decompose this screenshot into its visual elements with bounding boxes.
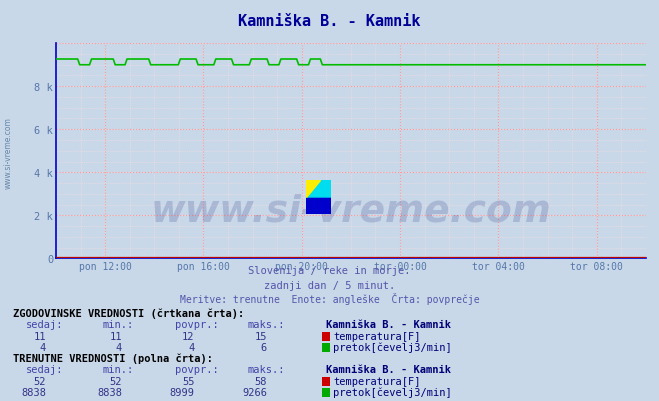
- Text: temperatura[F]: temperatura[F]: [333, 376, 421, 386]
- Text: Meritve: trenutne  Enote: angleške  Črta: povprečje: Meritve: trenutne Enote: angleške Črta: …: [180, 292, 479, 304]
- Text: 4: 4: [40, 342, 46, 352]
- Polygon shape: [306, 180, 331, 215]
- Text: 8999: 8999: [169, 387, 194, 397]
- Text: 8838: 8838: [97, 387, 122, 397]
- Text: pretok[čevelj3/min]: pretok[čevelj3/min]: [333, 387, 452, 397]
- Text: sedaj:: sedaj:: [26, 320, 64, 330]
- Text: min.:: min.:: [102, 320, 133, 330]
- Text: 15: 15: [254, 331, 267, 341]
- Text: 58: 58: [254, 376, 267, 386]
- Polygon shape: [306, 180, 331, 197]
- Text: 9266: 9266: [242, 387, 267, 397]
- Text: Kamniška B. - Kamnik: Kamniška B. - Kamnik: [326, 320, 451, 330]
- Text: 11: 11: [109, 331, 122, 341]
- Text: 8838: 8838: [21, 387, 46, 397]
- Text: zadnji dan / 5 minut.: zadnji dan / 5 minut.: [264, 280, 395, 290]
- Text: TRENUTNE VREDNOSTI (polna črta):: TRENUTNE VREDNOSTI (polna črta):: [13, 353, 213, 363]
- Text: 52: 52: [109, 376, 122, 386]
- Text: Slovenija / reke in morje.: Slovenija / reke in morje.: [248, 265, 411, 275]
- Text: povpr.:: povpr.:: [175, 365, 218, 375]
- Polygon shape: [306, 180, 320, 197]
- Text: maks.:: maks.:: [247, 320, 285, 330]
- Text: min.:: min.:: [102, 365, 133, 375]
- Text: maks.:: maks.:: [247, 365, 285, 375]
- Text: temperatura[F]: temperatura[F]: [333, 331, 421, 341]
- Text: Kamniška B. - Kamnik: Kamniška B. - Kamnik: [326, 365, 451, 375]
- Text: sedaj:: sedaj:: [26, 365, 64, 375]
- Text: 55: 55: [182, 376, 194, 386]
- Text: povpr.:: povpr.:: [175, 320, 218, 330]
- Text: 12: 12: [182, 331, 194, 341]
- Text: 4: 4: [116, 342, 122, 352]
- Text: ZGODOVINSKE VREDNOSTI (črtkana črta):: ZGODOVINSKE VREDNOSTI (črtkana črta):: [13, 308, 244, 318]
- Text: 52: 52: [34, 376, 46, 386]
- Text: 6: 6: [261, 342, 267, 352]
- Text: Kamniška B. - Kamnik: Kamniška B. - Kamnik: [239, 14, 420, 29]
- Text: pretok[čevelj3/min]: pretok[čevelj3/min]: [333, 342, 452, 352]
- Text: www.si-vreme.com: www.si-vreme.com: [150, 194, 552, 229]
- Text: 11: 11: [34, 331, 46, 341]
- Text: 4: 4: [188, 342, 194, 352]
- Text: www.si-vreme.com: www.si-vreme.com: [3, 117, 13, 188]
